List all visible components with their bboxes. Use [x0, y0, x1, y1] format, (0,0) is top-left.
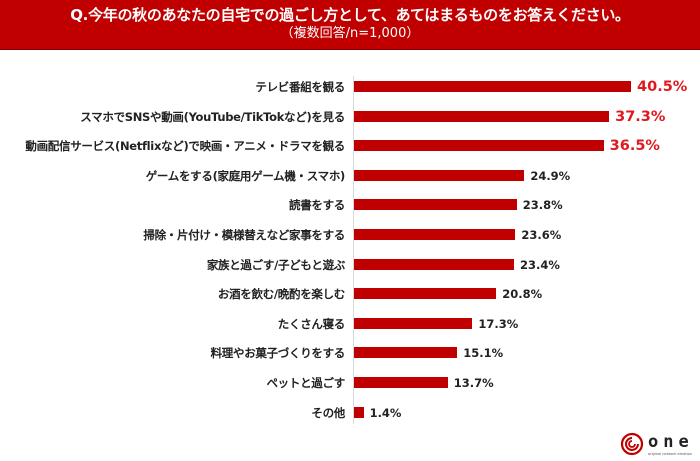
bar [354, 169, 525, 181]
category-axis-line [353, 76, 354, 424]
value-label: 23.6% [521, 228, 562, 242]
bar-row: ペットと過ごす 13.7% [0, 369, 700, 398]
chart-title: Q.今年の秋のあなたの自宅での過ごし方として、あてはまるものをお答えください。 [70, 6, 630, 24]
category-label: スマホでSNSや動画(YouTube/TikTokなど)を見る [80, 109, 345, 124]
bar-row: 家族と過ごす/子どもと遊ぶ 23.4% [0, 251, 700, 280]
category-label: ゲームをする(家庭用ゲーム機・スマホ) [145, 168, 346, 183]
bar-row: テレビ番組を観る 40.5% [0, 73, 700, 102]
logo-wordmark: one [648, 432, 694, 452]
value-label: 17.3% [478, 316, 519, 331]
bar-row: お酒を飲む/晩酌を楽しむ 20.8% [0, 280, 700, 309]
bar-row: 料理やお菓子づくりをする 15.1% [0, 339, 700, 368]
category-label: お酒を飲む/晩酌を楽しむ [217, 287, 345, 302]
bar [354, 258, 515, 270]
category-label: 読書をする [289, 198, 345, 213]
category-label: 動画配信サービス(Netflixなど)で映画・アニメ・ドラマを観る [25, 139, 345, 154]
chart-subtitle: （複数回答/n=1,000） [280, 26, 420, 41]
category-label: 家族と過ごす/子どもと遊ぶ [206, 257, 345, 272]
bar [354, 406, 364, 418]
value-label: 37.3% [615, 108, 666, 125]
value-label: 36.5% [609, 138, 660, 155]
value-label: 20.8% [502, 287, 543, 302]
category-label: 掃除・片付け・模様替えなど家事をする [143, 228, 345, 242]
bar [354, 199, 517, 211]
bar-row: その他 1.4% [0, 399, 700, 428]
value-label: 15.1% [463, 346, 504, 361]
bar-row: 掃除・片付け・模様替えなど家事をする 23.6% [0, 221, 700, 250]
category-label: その他 [311, 405, 345, 420]
value-label: 23.4% [520, 257, 560, 272]
bar-row: 動画配信サービス(Netflixなど)で映画・アニメ・ドラマを観る 36.5% [0, 132, 700, 161]
bar-row: スマホでSNSや動画(YouTube/TikTokなど)を見る 37.3% [0, 103, 700, 132]
value-label: 13.7% [453, 376, 494, 390]
value-label: 23.8% [522, 198, 563, 213]
bar [354, 347, 458, 359]
bar [354, 288, 497, 300]
logo-tagline: original network emotion [648, 452, 692, 456]
value-label: 24.9% [530, 168, 571, 183]
bar-row: たくさん寝る 17.3% [0, 310, 700, 339]
value-label: 40.5% [637, 79, 688, 95]
brand-logo: one original network emotion [620, 430, 700, 460]
bar-row: 読書をする 23.8% [0, 191, 700, 220]
category-label: 料理やお菓子づくりをする [210, 346, 346, 361]
bar-row: ゲームをする(家庭用ゲーム機・スマホ) 24.9% [0, 162, 700, 191]
category-label: テレビ番組を観る [255, 80, 345, 94]
category-label: たくさん寝る [277, 316, 346, 331]
value-label: 1.4% [369, 405, 402, 420]
bar [354, 110, 610, 122]
category-label: ペットと過ごす [266, 376, 345, 390]
bar [354, 377, 448, 388]
bar [354, 317, 473, 329]
chart-header: Q.今年の秋のあなたの自宅での過ごし方として、あてはまるものをお答えください。 … [0, 0, 700, 50]
bar [354, 140, 604, 152]
spiral-logo-icon [620, 432, 644, 456]
bar [354, 229, 516, 240]
bar [354, 81, 632, 92]
